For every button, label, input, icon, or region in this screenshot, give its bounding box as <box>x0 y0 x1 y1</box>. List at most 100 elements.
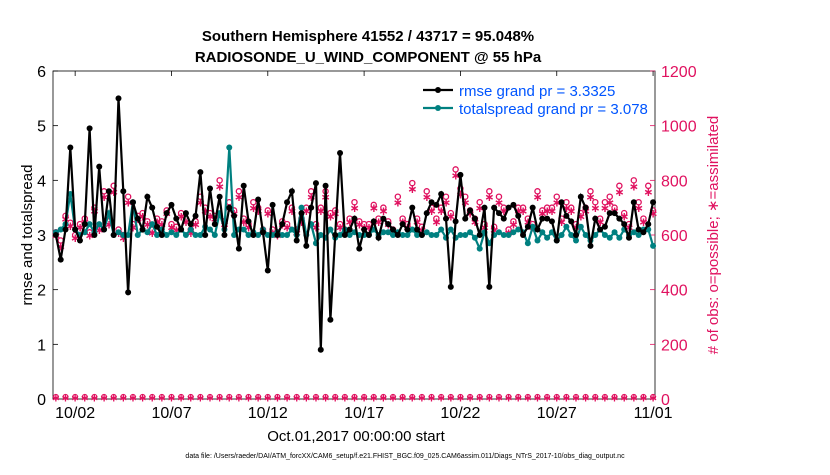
y-right-tick-label: 1000 <box>661 119 697 136</box>
obs-assimilated-point: ∗ <box>460 196 470 210</box>
totalspread-point <box>601 232 608 238</box>
totalspread-point <box>404 232 411 238</box>
obs-bottom-possible <box>149 393 156 400</box>
rmse-point <box>635 226 642 233</box>
rmse-point <box>399 221 406 228</box>
totalspread-point <box>134 232 141 238</box>
totalspread-point <box>495 229 502 236</box>
obs-assimilated-point: ∗ <box>118 231 128 245</box>
totalspread-point <box>423 229 430 236</box>
obs-assimilated-point: ∗ <box>455 188 465 202</box>
totalspread-point <box>226 144 233 151</box>
totalspread-point <box>346 232 353 238</box>
totalspread-point <box>568 232 575 238</box>
obs-assimilated-point: ∗ <box>70 231 80 245</box>
obs-assimilated-point: ∗ <box>94 223 104 237</box>
obs-bottom-assimilated: ∗ <box>465 392 474 404</box>
obs-assimilated-point: ∗ <box>301 204 311 218</box>
rmse-point <box>332 232 339 238</box>
obs-assimilated-point: ∗ <box>614 185 624 199</box>
rmse-point <box>476 232 483 238</box>
totalspread-point <box>616 234 623 241</box>
obs-bottom-possible <box>91 393 98 400</box>
obs-assimilated-point: ∗ <box>422 190 432 204</box>
y-right-tick-label: 400 <box>661 283 688 300</box>
rmse-point <box>621 221 628 228</box>
obs-possible-point <box>534 188 541 195</box>
obs-bottom-possible <box>110 393 117 400</box>
obs-possible-point <box>124 193 132 200</box>
obs-bottom-possible <box>640 393 647 400</box>
obs-assimilated-point: ∗ <box>489 223 499 237</box>
totalspread-point <box>173 232 180 238</box>
totalspread-point <box>630 229 637 236</box>
obs-bottom-possible <box>409 393 416 400</box>
obs-bottom-assimilated: ∗ <box>446 392 455 404</box>
obs-bottom-possible <box>476 393 483 400</box>
obs-assimilated-point: ∗ <box>475 201 485 215</box>
obs-bottom-assimilated: ∗ <box>167 392 176 404</box>
y-axis-left-label: rmse and totalspread <box>19 165 36 306</box>
y-left-tick-label: 0 <box>37 392 46 409</box>
totalspread-point <box>534 237 541 244</box>
obs-bottom-assimilated: ∗ <box>292 392 301 404</box>
obs-possible-point <box>423 188 430 195</box>
obs-possible-point <box>317 204 325 211</box>
rmse-point <box>375 234 382 241</box>
obs-assimilated-point: ∗ <box>619 209 629 223</box>
obs-bottom-assimilated: ∗ <box>273 392 282 404</box>
rmse-point <box>149 204 156 211</box>
rmse-point <box>500 215 507 222</box>
rmse-point <box>259 229 266 236</box>
rmse-point <box>202 232 209 238</box>
obs-bottom-possible <box>168 393 175 400</box>
obs-possible-point <box>539 207 546 214</box>
totalspread-point <box>606 234 613 241</box>
totalspread-point <box>380 229 387 236</box>
rmse-point <box>520 232 527 238</box>
obs-possible-point <box>640 215 647 222</box>
rmse-point <box>630 199 637 206</box>
obs-possible-point <box>630 177 638 184</box>
obs-bottom-possible <box>332 393 339 400</box>
rmse-point <box>192 212 199 219</box>
rmse-point <box>163 210 170 217</box>
rmse-point <box>418 232 425 238</box>
rmse-point <box>505 204 512 211</box>
obs-assimilated-point: ∗ <box>638 215 648 229</box>
obs-bottom-assimilated: ∗ <box>176 392 185 404</box>
totalspread-point <box>524 240 531 247</box>
rmse-point <box>298 210 305 217</box>
y-right-tick-label: 200 <box>661 337 688 354</box>
obs-bottom-possible <box>370 393 377 400</box>
obs-bottom-assimilated: ∗ <box>340 392 349 404</box>
obs-possible-point <box>433 215 440 222</box>
obs-assimilated-point: ∗ <box>557 215 567 229</box>
obs-assimilated-point: ∗ <box>648 207 658 221</box>
totalspread-point <box>544 234 551 241</box>
obs-assimilated-point: ∗ <box>85 229 95 243</box>
obs-bottom-possible <box>255 393 262 400</box>
obs-bottom-assimilated: ∗ <box>379 392 388 404</box>
obs-assimilated-point: ∗ <box>605 196 615 210</box>
obs-possible-point <box>620 209 628 217</box>
obs-possible-point <box>510 218 517 225</box>
rmse-point <box>491 204 498 211</box>
rmse-point <box>447 283 454 290</box>
obs-bottom-possible <box>467 393 474 400</box>
rmse-point <box>390 226 397 233</box>
obs-assimilated-point: ∗ <box>191 218 201 232</box>
rmse-point <box>144 193 151 200</box>
rmse-point <box>303 242 310 249</box>
obs-assimilated-point: ∗ <box>316 204 326 218</box>
obs-bottom-assimilated: ∗ <box>128 392 137 404</box>
obs-bottom-assimilated: ∗ <box>427 392 436 404</box>
rmse-point <box>110 232 117 238</box>
legend-label: rmse grand pr = 3.3325 <box>459 83 615 100</box>
obs-assimilated-point: ∗ <box>523 215 533 229</box>
totalspread-point <box>163 232 170 238</box>
rmse-point <box>442 215 449 222</box>
y-left-tick-label: 4 <box>37 173 46 190</box>
obs-assimilated-point: ∗ <box>431 215 441 229</box>
rmse-point <box>529 204 536 211</box>
